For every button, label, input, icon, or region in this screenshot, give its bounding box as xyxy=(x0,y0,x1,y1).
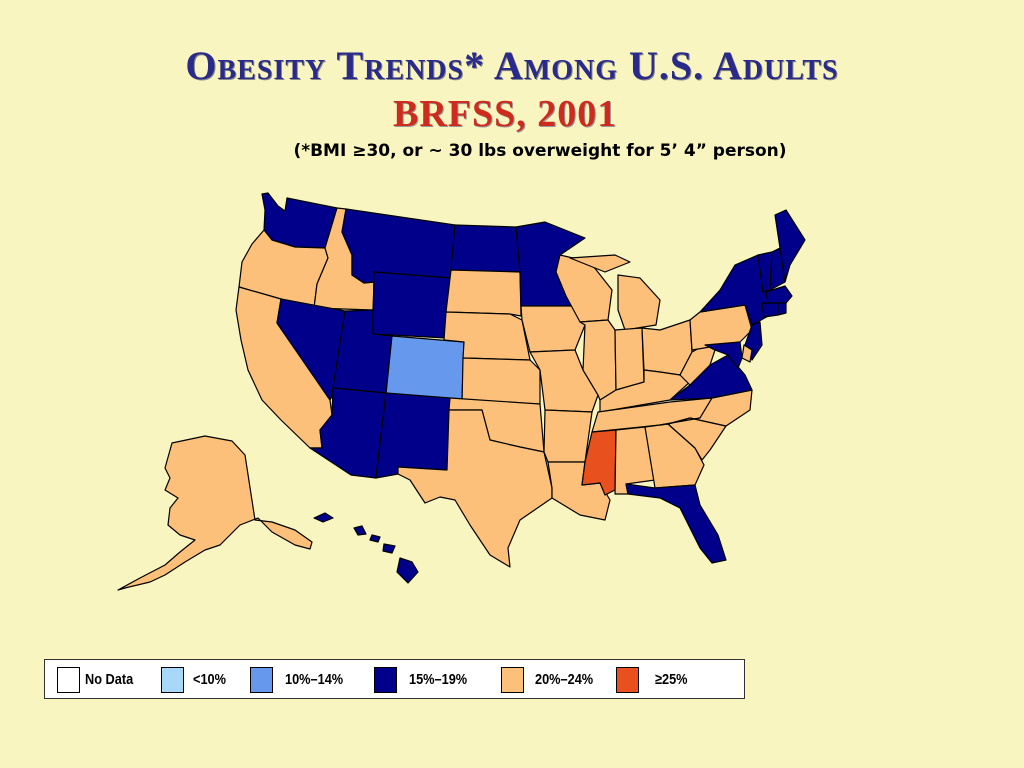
legend-swatch-ge25 xyxy=(616,667,639,693)
legend-swatch-15-19 xyxy=(374,667,397,693)
state-nd xyxy=(450,224,521,273)
state-me xyxy=(774,209,806,283)
bmi-note: (*BMI ≥30, or ~ 30 lbs overweight for 5’… xyxy=(293,141,787,161)
legend-swatch-20-24 xyxy=(501,667,524,693)
state-mi xyxy=(569,254,661,331)
state-nm xyxy=(375,392,451,479)
state-ma xyxy=(765,285,793,304)
state-de xyxy=(741,344,753,363)
map-legend: No Data <10% 10%–14% 15%–19% 20%–24% ≥25… xyxy=(44,659,745,699)
state-co xyxy=(385,335,465,400)
state-ri xyxy=(777,302,787,316)
state-ct xyxy=(761,302,779,318)
state-md xyxy=(704,341,743,369)
state-in xyxy=(614,327,645,391)
state-fl xyxy=(625,483,727,564)
state-nv xyxy=(276,298,346,401)
state-ak xyxy=(117,435,313,591)
state-mo xyxy=(529,349,599,413)
legend-label-lt10: <10% xyxy=(193,671,226,688)
state-nc xyxy=(659,389,753,427)
state-ks xyxy=(461,357,541,405)
legend-label-no-data: No Data xyxy=(85,671,134,688)
state-wa xyxy=(261,192,338,249)
state-sd xyxy=(445,269,522,317)
legend-swatch-lt10 xyxy=(161,667,184,693)
state-wi xyxy=(555,254,613,323)
legend-label-10-14: 10%–14% xyxy=(285,671,344,688)
state-mt xyxy=(341,208,456,284)
legend-label-20-24: 20%–24% xyxy=(535,671,594,688)
legend-swatch-10-14 xyxy=(250,667,273,693)
state-tx xyxy=(397,409,553,568)
legend-swatch-no-data xyxy=(57,667,80,693)
legend-label-15-19: 15%–19% xyxy=(409,671,468,688)
state-wy xyxy=(372,271,452,339)
legend-label-ge25: ≥25% xyxy=(655,671,688,688)
state-hi xyxy=(313,512,419,584)
state-ar xyxy=(543,409,593,463)
state-ky xyxy=(599,369,693,413)
map-subtitle: BRFSS, 2001 xyxy=(393,93,618,135)
map-title: Obesity Trends* Among U.S. Adults xyxy=(185,43,839,88)
